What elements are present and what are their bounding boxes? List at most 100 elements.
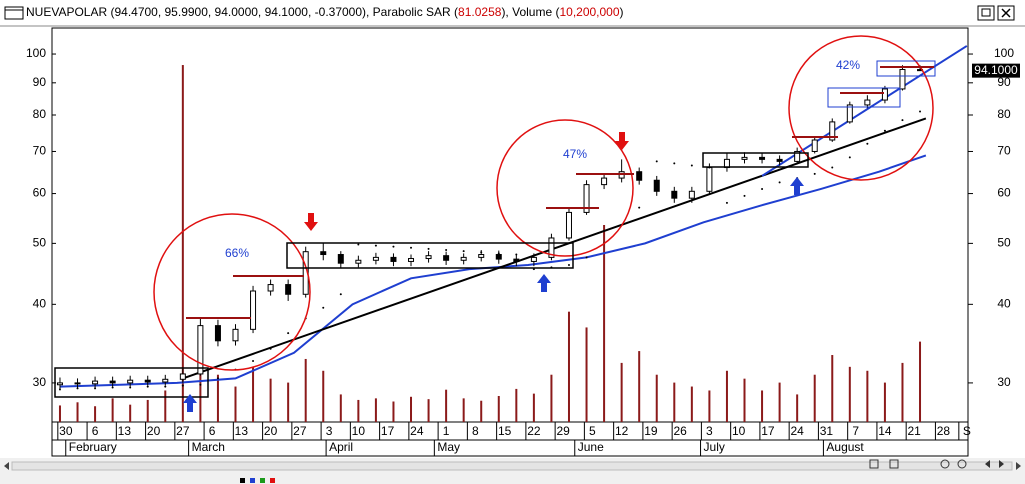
x-tick-label: 31 [820, 424, 834, 438]
x-tick-label: 26 [673, 424, 687, 438]
volume-bar [111, 398, 114, 422]
x-tick-label: 27 [293, 424, 307, 438]
sar-dot [497, 252, 500, 255]
icon[interactable] [869, 459, 879, 469]
sar-dot [725, 201, 728, 204]
highlight-circles [153, 35, 934, 371]
candle-body [881, 88, 888, 101]
close-icon [1001, 8, 1011, 18]
volume-bar [515, 388, 518, 422]
zoom-out[interactable] [957, 459, 967, 469]
x-tick-label: 29 [556, 424, 570, 438]
red-arrow [304, 213, 318, 231]
sar-dot [673, 162, 676, 165]
sar-dot [216, 377, 219, 380]
candle-body [214, 325, 221, 342]
volume-bar [550, 374, 553, 422]
scrollbar[interactable] [11, 461, 1013, 471]
volume-bar [497, 395, 500, 422]
month-label: February [69, 440, 117, 454]
x-tick-label: 10 [732, 424, 746, 438]
box [827, 87, 901, 108]
candle-body [372, 256, 379, 261]
restore-button[interactable] [977, 5, 995, 21]
scroll-right[interactable] [1016, 462, 1021, 470]
month-label: August [826, 440, 864, 454]
candle-body [776, 158, 783, 162]
volume-bar [778, 382, 781, 422]
candle-body [636, 171, 643, 181]
volume-bar [374, 398, 377, 422]
icon[interactable] [260, 478, 265, 483]
volume-bar [129, 404, 132, 422]
sar-dot [567, 263, 570, 266]
icon[interactable] [889, 459, 899, 469]
sar-dot [638, 206, 641, 209]
sar-dot [111, 386, 114, 389]
volume-bar [743, 378, 746, 422]
x-tick-label: 20 [147, 424, 161, 438]
sar-dot [339, 293, 342, 296]
sar-dot [480, 251, 483, 254]
y-tick-label-right: 30 [997, 375, 1011, 389]
circle [788, 35, 934, 181]
volume-bar [357, 399, 360, 422]
tool-icons [240, 459, 1004, 483]
zoom-in[interactable] [940, 459, 950, 469]
y-tick-label-right: 90 [997, 75, 1011, 89]
volume-bar [269, 378, 272, 422]
x-tick-label: S [963, 424, 971, 438]
volume-bar [585, 327, 588, 422]
volume-bar [164, 390, 167, 422]
annotation: 66% [225, 246, 249, 260]
volume-bar [883, 382, 886, 422]
sar-dot [146, 385, 149, 388]
candle-body [267, 284, 274, 292]
sar-dot [883, 129, 886, 132]
sar-dot [761, 188, 764, 191]
volume-bar [339, 394, 342, 422]
scroll-left[interactable] [4, 462, 9, 470]
candle-body [478, 254, 485, 258]
candle-body [846, 104, 853, 123]
x-tick-label: 24 [790, 424, 804, 438]
candle-body [653, 179, 660, 192]
resistance-lines [186, 66, 934, 319]
title-part: NUEVAPOLAR (94.4700, 95.9900, 94.0000, 9… [26, 5, 458, 19]
icon[interactable] [270, 478, 275, 483]
nav-arrows[interactable] [985, 460, 1004, 468]
icon[interactable] [250, 478, 255, 483]
x-tick-label: 28 [937, 424, 951, 438]
y-tick-label: 50 [33, 236, 47, 250]
candle-body [513, 258, 520, 262]
volume-bar [146, 399, 149, 422]
volume-bar [901, 362, 904, 422]
icon[interactable] [240, 478, 245, 483]
candle-body [127, 379, 134, 384]
x-tick-label: 17 [381, 424, 395, 438]
month-label: April [329, 440, 353, 454]
title-bar [0, 0, 1025, 25]
candle-body [811, 139, 818, 152]
candle-body [408, 258, 415, 262]
x-tick-label: 6 [209, 424, 216, 438]
candle-body [109, 380, 116, 384]
window-icon [4, 6, 24, 20]
volume-bar [848, 366, 851, 422]
y-tick-label: 60 [33, 186, 47, 200]
circle [496, 119, 634, 257]
candle-body [759, 156, 766, 160]
volume-bar [304, 358, 307, 422]
candle-body [565, 211, 572, 239]
volume-bar [673, 382, 676, 422]
x-tick-label: 19 [644, 424, 658, 438]
volume-bar [919, 341, 922, 422]
x-tick-label: 14 [878, 424, 892, 438]
volume-bar [480, 400, 483, 422]
volume-bar [690, 386, 693, 422]
volume-bar [708, 390, 711, 422]
volume-bar [462, 398, 465, 422]
sar-dot [129, 386, 132, 389]
month-label: March [192, 440, 225, 454]
range-boxes [54, 152, 809, 398]
